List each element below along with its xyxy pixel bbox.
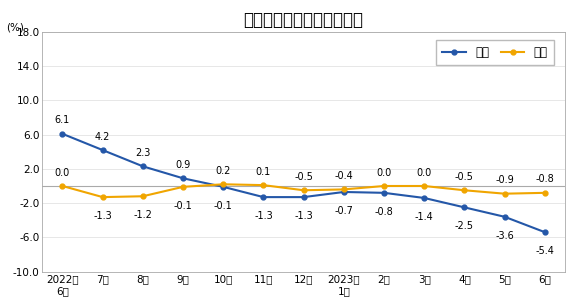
Text: -5.4: -5.4 (535, 246, 554, 256)
同比 (501, 215, 508, 219)
Text: -0.5: -0.5 (294, 172, 313, 182)
同比 (180, 177, 187, 180)
环比 (59, 184, 66, 188)
Text: -0.9: -0.9 (495, 175, 514, 185)
环比 (381, 184, 388, 188)
Text: -1.4: -1.4 (415, 212, 434, 222)
同比 (541, 230, 548, 234)
Text: -0.8: -0.8 (374, 207, 393, 217)
Text: -1.3: -1.3 (254, 211, 273, 221)
环比 (461, 188, 468, 192)
Text: 6.1: 6.1 (55, 115, 70, 126)
同比 (220, 185, 227, 189)
Text: -1.3: -1.3 (93, 211, 112, 221)
Text: -0.1: -0.1 (214, 201, 233, 211)
环比 (180, 185, 187, 189)
同比 (59, 132, 66, 136)
Text: -3.6: -3.6 (495, 231, 514, 241)
Text: -2.5: -2.5 (455, 221, 474, 231)
环比 (139, 194, 146, 198)
Text: 0.9: 0.9 (176, 160, 191, 170)
Title: 工业生产者出厂价格涨跌幅: 工业生产者出厂价格涨跌幅 (244, 11, 363, 29)
Line: 同比: 同比 (60, 131, 547, 235)
Text: -1.2: -1.2 (134, 210, 152, 220)
环比 (300, 188, 307, 192)
同比 (99, 148, 106, 152)
环比 (99, 195, 106, 199)
Text: 0.0: 0.0 (376, 168, 392, 178)
Text: 0.0: 0.0 (55, 168, 70, 178)
Text: 4.2: 4.2 (95, 132, 111, 142)
同比 (461, 205, 468, 209)
Text: -0.1: -0.1 (174, 201, 192, 211)
Text: -1.3: -1.3 (294, 211, 313, 221)
Text: 0.2: 0.2 (215, 166, 231, 176)
Text: -0.5: -0.5 (455, 172, 474, 182)
同比 (300, 195, 307, 199)
Text: (%): (%) (6, 22, 24, 33)
同比 (260, 195, 267, 199)
Text: 0.0: 0.0 (416, 168, 432, 178)
Legend: 同比, 环比: 同比, 环比 (436, 40, 554, 65)
Text: -0.8: -0.8 (536, 174, 554, 185)
环比 (501, 192, 508, 196)
Text: 0.1: 0.1 (256, 167, 271, 177)
环比 (541, 191, 548, 195)
同比 (139, 165, 146, 168)
同比 (381, 191, 388, 195)
Line: 环比: 环比 (60, 182, 547, 200)
环比 (260, 183, 267, 187)
环比 (420, 184, 427, 188)
Text: -0.7: -0.7 (335, 206, 353, 216)
同比 (420, 196, 427, 200)
同比 (340, 190, 347, 194)
Text: 2.3: 2.3 (135, 148, 150, 158)
环比 (220, 182, 227, 186)
环比 (340, 188, 347, 191)
Text: -0.4: -0.4 (335, 171, 353, 181)
